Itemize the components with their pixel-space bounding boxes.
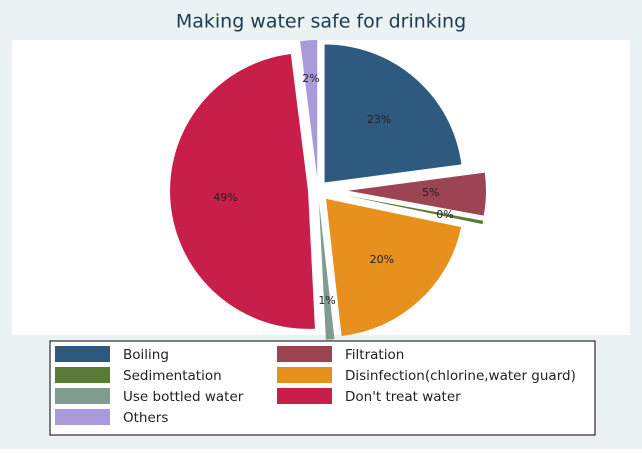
data-label: 0% [436,208,453,221]
legend-label: Sedimentation [123,368,222,384]
plot-area [12,40,630,335]
legend-swatch [55,409,110,425]
legend-label: Boiling [123,347,169,363]
pie-slice [318,201,335,340]
data-label: 2% [302,72,319,85]
legend-label: Others [123,410,168,426]
pie-slice [347,195,484,225]
legend-swatch [55,346,110,362]
data-label: 23% [367,113,391,126]
legend-swatch [277,367,332,383]
data-label: 5% [422,186,439,199]
data-label: 1% [318,294,335,307]
pie-slice [324,44,462,183]
legend-label: Don't treat water [345,389,461,405]
legend-swatch [55,367,110,383]
legend-label: Use bottled water [123,389,244,405]
chart-title: Making water safe for drinking [176,11,466,33]
legend-label: Disinfection(chlorine,water guard) [345,368,576,384]
data-label: 20% [370,253,394,266]
pie-slice [300,40,318,179]
legend-label: Filtration [345,347,404,363]
legend-swatch [55,388,110,404]
legend-swatch [277,346,332,362]
pie-slice [347,172,486,216]
legend-swatch [277,388,332,404]
pie-slice [326,198,462,336]
data-label: 49% [213,191,237,204]
pie-slice [170,53,315,329]
